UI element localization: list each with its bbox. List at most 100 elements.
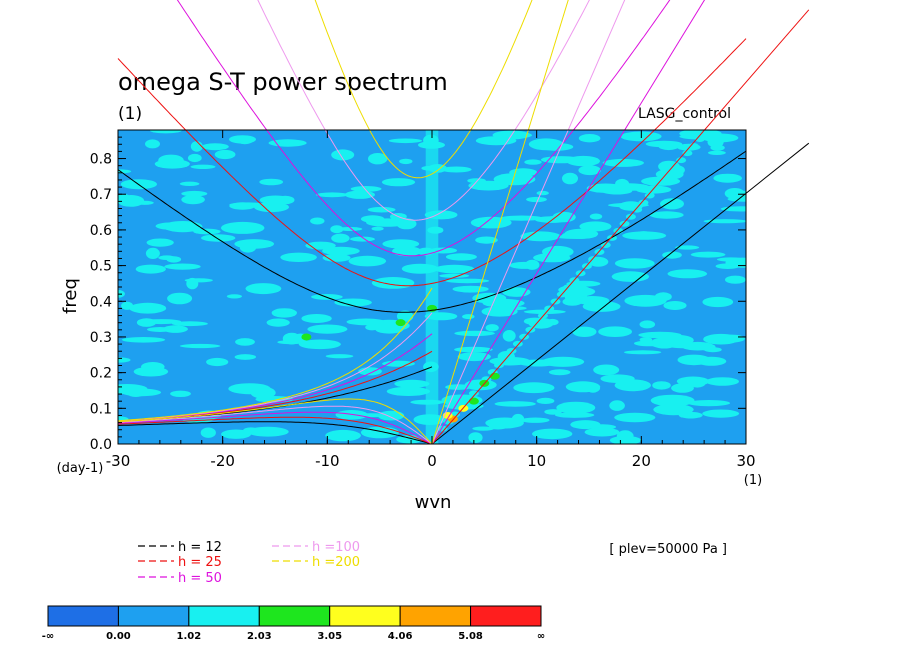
x-tick-label: -30 bbox=[106, 452, 131, 470]
contour-patch bbox=[724, 188, 745, 199]
contour-patch bbox=[687, 400, 731, 407]
x-axis-label: wvn bbox=[415, 492, 452, 513]
contour-patch bbox=[548, 369, 571, 376]
contour-patch bbox=[330, 225, 344, 234]
contour-patch bbox=[609, 400, 625, 411]
y-axis-label: freq bbox=[60, 278, 81, 314]
contour-patch bbox=[623, 350, 662, 355]
contour-patch bbox=[229, 202, 256, 210]
colorbar-label: -∞ bbox=[42, 631, 54, 642]
contour-patch bbox=[544, 409, 562, 415]
contour-patch bbox=[135, 264, 166, 274]
contour-patch bbox=[394, 379, 430, 388]
curve-wig-h50 bbox=[176, 0, 671, 257]
contour-patch bbox=[226, 294, 242, 299]
contour-patch bbox=[584, 427, 620, 437]
x-axis-unit: (1) bbox=[744, 473, 762, 488]
y-tick-label: 0.6 bbox=[90, 223, 112, 239]
colorbar-label: 5.08 bbox=[458, 631, 483, 642]
colorbar-swatch bbox=[258, 605, 331, 627]
contour-patch bbox=[445, 384, 472, 390]
contour-patch bbox=[702, 409, 740, 418]
contour-patch bbox=[434, 264, 475, 274]
contour-patch bbox=[158, 154, 184, 166]
contour-patch bbox=[634, 340, 665, 347]
contour-patch bbox=[593, 364, 620, 376]
contour-patch bbox=[725, 275, 746, 284]
contour-patch bbox=[201, 143, 229, 151]
colorbar: -∞ 0.00 1.02 2.03 3.05 4.06 5.08 ∞ bbox=[42, 605, 545, 642]
curve-mrg-h200 bbox=[117, 287, 433, 422]
contour-patch bbox=[118, 195, 145, 207]
contour-patch bbox=[609, 435, 642, 444]
legend-label: h =100 bbox=[312, 540, 360, 555]
power-hotspot bbox=[301, 333, 312, 341]
x-tick-label: 30 bbox=[736, 452, 755, 470]
contour-patch bbox=[337, 227, 363, 231]
contour-patch bbox=[325, 354, 354, 359]
curve-wig-h12 bbox=[117, 150, 747, 313]
contour-patch bbox=[145, 139, 160, 149]
contour-patch bbox=[536, 190, 549, 196]
contour-patch bbox=[331, 149, 355, 161]
contour-patch bbox=[502, 132, 532, 139]
contour-patch bbox=[220, 221, 265, 234]
contour-patch bbox=[266, 318, 290, 327]
contour-patch bbox=[475, 236, 498, 244]
contour-patch bbox=[201, 234, 236, 242]
contour-patch bbox=[325, 429, 361, 442]
contour-patch bbox=[570, 420, 601, 430]
contour-patch bbox=[386, 386, 431, 396]
contour-patch bbox=[348, 255, 387, 267]
contour-patch bbox=[713, 173, 742, 183]
contour-patch bbox=[454, 330, 495, 337]
contour-patch bbox=[214, 149, 236, 160]
y-tick-label: 0.2 bbox=[90, 366, 112, 382]
legend-label: h = 12 bbox=[178, 540, 222, 555]
legend-label: h = 50 bbox=[178, 571, 222, 586]
contour-patch bbox=[705, 377, 740, 386]
contour-patch bbox=[350, 236, 375, 242]
contour-patch bbox=[179, 181, 200, 186]
contour-patch bbox=[457, 352, 491, 362]
colorbar-swatch bbox=[117, 605, 190, 627]
contour-patch bbox=[622, 231, 667, 240]
contour-patch bbox=[639, 320, 656, 329]
contour-patch bbox=[578, 134, 601, 143]
contour-patch bbox=[708, 150, 726, 155]
contour-patch bbox=[271, 308, 297, 318]
contour-patch bbox=[344, 190, 375, 199]
contour-patch bbox=[665, 342, 707, 349]
contour-patch bbox=[582, 301, 621, 312]
contour-patch bbox=[371, 277, 415, 289]
contour-patch bbox=[259, 178, 284, 186]
colorbar-swatch bbox=[329, 605, 401, 627]
x-tick-label: -20 bbox=[210, 452, 235, 470]
y-tick-label: 0.7 bbox=[90, 187, 112, 203]
curve-rossby-h100 bbox=[117, 405, 433, 445]
contour-patch bbox=[718, 334, 745, 343]
contour-patch bbox=[377, 410, 405, 421]
curve-kelvin-h200 bbox=[431, 0, 569, 445]
colorbar-label: 0.00 bbox=[106, 631, 131, 642]
contour-patch bbox=[676, 157, 687, 164]
contour-patch bbox=[149, 130, 182, 134]
contour-patch bbox=[396, 310, 414, 322]
contour-patch bbox=[388, 138, 422, 144]
curve-kelvin-h25 bbox=[431, 9, 810, 445]
contour-patch bbox=[234, 354, 256, 360]
contour-patch bbox=[452, 285, 489, 293]
contour-patch bbox=[519, 333, 530, 340]
contour-patch bbox=[382, 239, 420, 249]
contour-patch bbox=[365, 324, 379, 331]
contour-patch bbox=[445, 278, 490, 284]
curve-rossby-h200 bbox=[117, 398, 433, 445]
contour-patch bbox=[228, 383, 271, 395]
contour-patch bbox=[665, 301, 683, 310]
contour-patch bbox=[181, 195, 205, 205]
contour-patch bbox=[598, 326, 632, 338]
contour-patch bbox=[181, 190, 208, 197]
contour-patch bbox=[578, 165, 601, 176]
